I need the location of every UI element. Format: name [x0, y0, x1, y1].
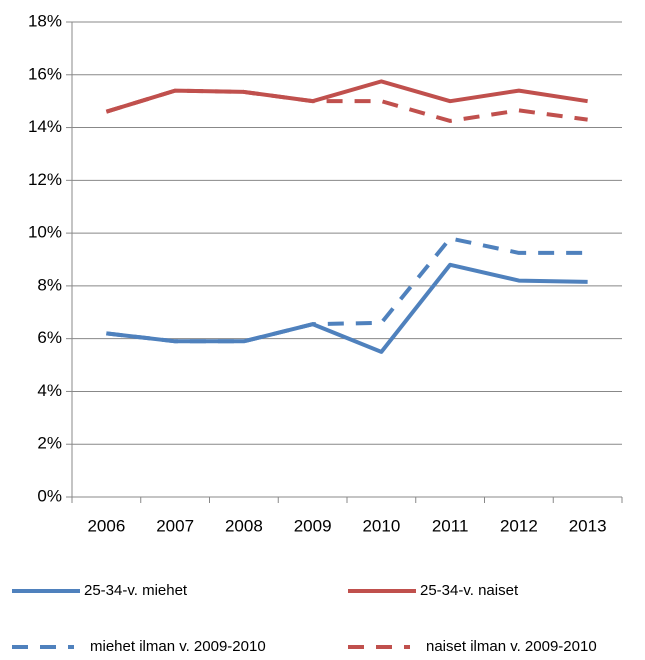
x-tick-label: 2009 — [294, 516, 332, 535]
legend-label: 25-34-v. naiset — [420, 582, 519, 599]
x-tick-label: 2006 — [87, 516, 125, 535]
legend-label: miehet ilman v. 2009-2010 — [90, 638, 266, 655]
x-tick-label: 2007 — [156, 516, 194, 535]
x-tick-label: 2013 — [569, 516, 607, 535]
series-line — [105, 88, 588, 123]
x-tick-label: 2008 — [225, 516, 263, 535]
y-tick-label: 4% — [37, 381, 62, 400]
series-line — [106, 236, 588, 344]
y-tick-label: 16% — [28, 64, 62, 83]
y-tick-label: 14% — [28, 117, 62, 136]
series-line — [105, 79, 588, 114]
series-line — [106, 262, 588, 354]
y-tick-label: 6% — [37, 328, 62, 347]
y-tick-label: 18% — [28, 11, 62, 30]
y-tick-label: 0% — [37, 486, 62, 505]
y-tick-label: 2% — [37, 434, 62, 453]
x-tick-label: 2011 — [432, 516, 469, 535]
legend-label: 25-34-v. miehet — [84, 582, 188, 599]
y-tick-label: 12% — [28, 170, 62, 189]
y-tick-label: 10% — [28, 223, 62, 242]
legend-label: naiset ilman v. 2009-2010 — [426, 638, 597, 655]
y-tick-label: 8% — [37, 275, 62, 294]
x-tick-label: 2012 — [500, 516, 538, 535]
x-tick-label: 2010 — [362, 516, 400, 535]
